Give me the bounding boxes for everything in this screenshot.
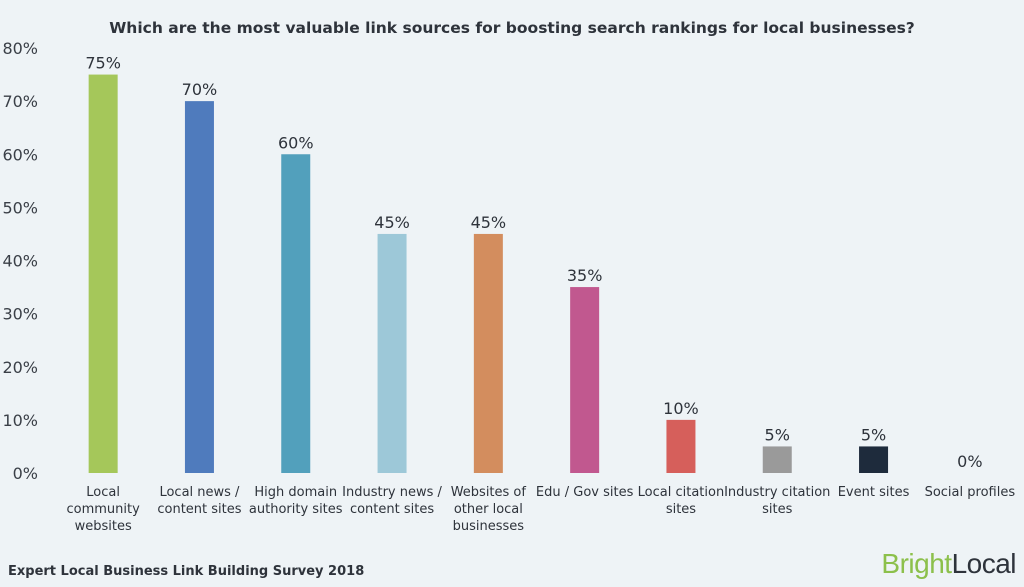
y-tick-label: 70% [2, 92, 38, 111]
data-label: 45% [374, 213, 410, 232]
y-tick-label: 30% [2, 305, 38, 324]
data-label: 60% [278, 133, 314, 152]
y-tick-label: 20% [2, 358, 38, 377]
x-tick-label: Event sites [838, 485, 910, 500]
bar [377, 233, 407, 473]
data-label: 5% [765, 425, 790, 444]
x-tick-label: Local citation sites [638, 485, 725, 517]
x-tick-label: High domain authority sites [249, 485, 343, 517]
x-tick-label: Local community websites [66, 485, 140, 534]
y-tick-label: 40% [2, 252, 38, 271]
bar [88, 74, 118, 473]
chart-title: Which are the most valuable link sources… [109, 19, 915, 37]
x-tick-label: Local news / content sites [157, 485, 241, 517]
x-tick-label: Websites of other local businesses [451, 485, 527, 534]
bar [281, 154, 311, 473]
bar [570, 287, 600, 473]
y-tick-label: 50% [2, 198, 38, 217]
x-axis: Local community websites Local news / conten… [66, 485, 1015, 534]
bar [473, 233, 503, 473]
data-label: 75% [85, 54, 121, 73]
data-labels: 75% 70% 60% 45% 45% 35% 10% 5% 5% 0% [85, 54, 982, 471]
logo-part-1: Bright [881, 548, 952, 579]
data-label: 45% [471, 213, 507, 232]
x-tick-label: Industry news / content sites [342, 485, 442, 517]
logo-part-2: Local [951, 548, 1017, 579]
data-label: 35% [567, 266, 603, 285]
bars [88, 74, 889, 473]
y-tick-label: 0% [13, 464, 38, 483]
bar [666, 419, 696, 473]
y-tick-label: 80% [2, 39, 38, 58]
bar [859, 446, 889, 473]
x-tick-label: Edu / Gov sites [536, 485, 634, 500]
brightlocal-logo: BrightLocal [881, 548, 1016, 580]
bar [184, 101, 214, 473]
y-tick-label: 60% [2, 145, 38, 164]
data-label: 70% [182, 80, 218, 99]
x-tick-label: Industry citation sites [724, 485, 830, 517]
bar [762, 446, 792, 473]
data-label: 5% [861, 425, 886, 444]
y-axis: 0% 10% 20% 30% 40% 50% 60% 70% 80% [2, 39, 38, 483]
source-footer: Expert Local Business Link Building Surv… [8, 564, 365, 579]
x-tick-label: Social profiles [925, 485, 1016, 500]
data-label: 0% [957, 452, 982, 471]
data-label: 10% [663, 399, 699, 418]
y-tick-label: 10% [2, 411, 38, 430]
